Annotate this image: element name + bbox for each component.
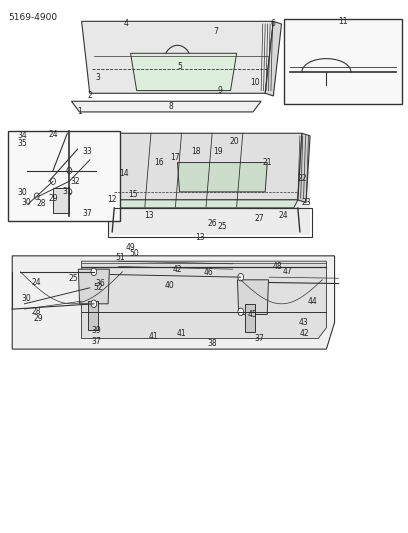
Polygon shape [71,101,261,112]
Text: 37: 37 [91,337,101,345]
Text: 30: 30 [18,189,27,197]
Text: 35: 35 [18,140,27,148]
Text: 28: 28 [32,308,42,316]
Text: 16: 16 [154,158,164,167]
Circle shape [51,178,55,184]
Text: 14: 14 [120,169,129,177]
Text: 13: 13 [195,233,205,241]
Text: 40: 40 [164,281,174,289]
Text: 13: 13 [144,212,154,220]
Polygon shape [82,261,326,338]
Text: 11: 11 [338,17,348,26]
Text: 29: 29 [48,194,58,203]
Text: 42: 42 [299,329,309,337]
Text: 41: 41 [177,329,186,337]
Text: 21: 21 [262,158,272,167]
Circle shape [67,189,72,195]
Text: 45: 45 [248,310,258,319]
Text: 24: 24 [279,212,288,220]
Text: 24: 24 [32,278,42,287]
Text: 4: 4 [124,20,129,28]
Circle shape [34,193,39,199]
Text: 43: 43 [299,318,309,327]
Text: 20: 20 [230,137,239,146]
Text: 23: 23 [301,198,311,207]
Text: 50: 50 [130,249,140,257]
Text: 27: 27 [254,214,264,223]
Text: 25: 25 [69,274,78,282]
Text: 18: 18 [191,148,201,156]
Text: 10: 10 [250,78,260,87]
Text: 2: 2 [87,92,92,100]
Text: 36: 36 [95,279,105,288]
Polygon shape [82,21,273,93]
Text: 52: 52 [93,284,103,292]
Text: 33: 33 [83,148,93,156]
Polygon shape [237,280,268,314]
Polygon shape [114,200,298,208]
Bar [53,188,69,213]
Polygon shape [177,163,267,192]
Polygon shape [12,256,335,349]
Text: 15: 15 [128,190,137,199]
Text: 30: 30 [22,198,31,207]
Polygon shape [108,171,310,235]
Polygon shape [298,133,310,203]
Text: 25: 25 [217,222,227,231]
Text: 30: 30 [22,294,31,303]
Text: 41: 41 [148,333,158,341]
Text: 5: 5 [177,62,182,71]
Text: 46: 46 [203,269,213,277]
Text: 31: 31 [62,188,72,196]
Text: 17: 17 [171,153,180,161]
Text: 44: 44 [307,297,317,305]
Polygon shape [110,133,302,200]
Text: 5169-4900: 5169-4900 [8,13,57,22]
Circle shape [67,167,72,174]
Text: 28: 28 [36,199,46,208]
Text: 26: 26 [207,220,217,228]
Text: 42: 42 [173,265,182,273]
Text: 37: 37 [83,209,93,217]
Text: 19: 19 [213,148,223,156]
Text: 48: 48 [273,262,282,271]
Polygon shape [265,21,282,96]
Text: 47: 47 [283,268,293,276]
Text: 34: 34 [18,132,27,140]
Bar [88,301,98,330]
Text: 1: 1 [77,108,82,116]
Circle shape [238,273,244,281]
Text: 12: 12 [107,196,117,204]
Polygon shape [131,53,237,91]
Bar [284,19,402,104]
Text: 3: 3 [95,73,100,82]
Text: 37: 37 [254,334,264,343]
Text: 39: 39 [91,326,101,335]
Text: 51: 51 [115,254,125,262]
Circle shape [238,308,244,316]
Text: 38: 38 [207,340,217,348]
Text: 49: 49 [126,244,135,252]
Bar [245,304,255,332]
Polygon shape [78,269,109,304]
Text: 6: 6 [271,20,276,28]
Text: 9: 9 [218,86,223,95]
Text: 32: 32 [71,177,80,185]
Text: 7: 7 [214,28,219,36]
Text: 29: 29 [34,314,44,323]
Circle shape [91,300,97,308]
Text: 22: 22 [297,174,307,183]
Bar [8,131,120,221]
Circle shape [91,268,97,276]
Text: 8: 8 [169,102,174,111]
Text: 24: 24 [48,130,58,139]
